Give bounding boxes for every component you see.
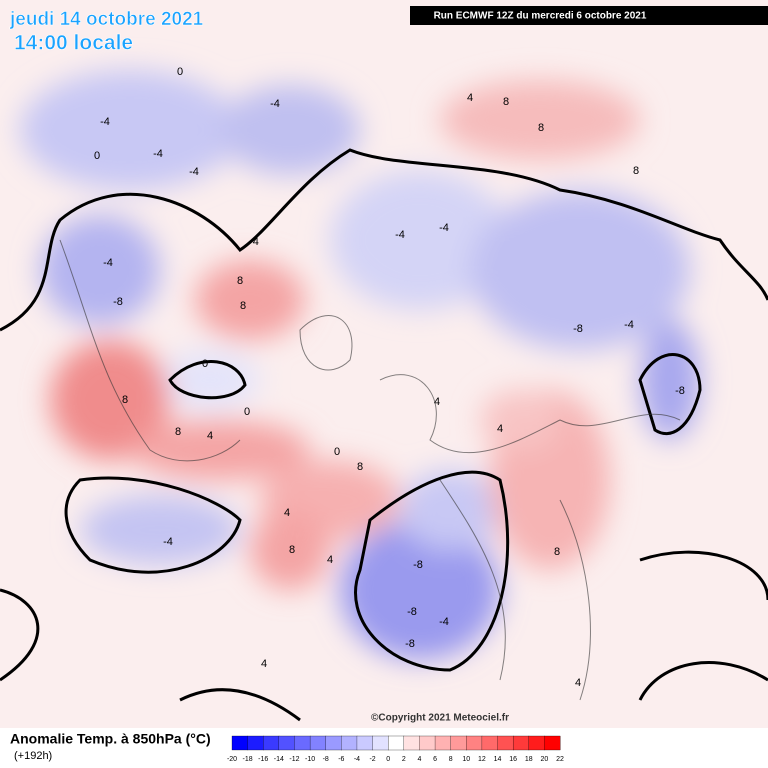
- contour-label: 0: [244, 406, 250, 418]
- colorbar-tick-label: -6: [338, 756, 344, 763]
- contour-label: 4: [434, 396, 440, 408]
- anomaly-field: [20, 70, 700, 660]
- contour-label: -4: [189, 166, 199, 178]
- colorbar-swatch: [388, 735, 405, 751]
- colorbar-swatch: [419, 735, 436, 751]
- colorbar-tick-label: 18: [525, 756, 533, 763]
- zero-contours: [0, 148, 768, 722]
- colorbar-swatch: [481, 735, 498, 751]
- colorbar-swatch: [403, 735, 420, 751]
- colorbar-swatch: [497, 735, 514, 751]
- contour-label: -4: [249, 236, 259, 248]
- colorbar-tick-label: 20: [540, 756, 548, 763]
- contour-label: -4: [270, 98, 280, 110]
- colorbar-tick-label: 4: [417, 756, 421, 763]
- colorbar-tick-label: 14: [494, 756, 502, 763]
- colorbar-swatch: [247, 735, 264, 751]
- contour-label: -8: [407, 606, 417, 618]
- contour-label: -4: [439, 222, 449, 234]
- contour-label: -8: [413, 559, 423, 571]
- contour-label: 4: [497, 423, 503, 435]
- contour-label: 8: [122, 394, 128, 406]
- contour-label: 0: [334, 446, 340, 458]
- colorbar-swatch: [341, 735, 358, 751]
- contour-label: 8: [554, 546, 560, 558]
- colorbar-tick-label: -14: [274, 756, 284, 763]
- colorbar-swatch: [372, 735, 389, 751]
- legend-title: Anomalie Temp. à 850hPa (°C): [10, 731, 211, 747]
- colorbar-swatch: [309, 735, 327, 751]
- colorbar-swatch: [294, 735, 311, 751]
- colorbar-swatch: [528, 735, 545, 751]
- colorbar-swatch: [325, 735, 342, 751]
- contour-label: 8: [357, 461, 363, 473]
- contour-label: 4: [284, 507, 290, 519]
- contour-label: -4: [624, 319, 634, 331]
- contour-label: -4: [100, 116, 110, 128]
- contour-label: 4: [467, 92, 473, 104]
- colorbar-tick-label: -4: [354, 756, 360, 763]
- colorbar-swatch: [544, 735, 561, 751]
- colorbar-tick-label: 12: [478, 756, 486, 763]
- colorbar-tick-label: -2: [369, 756, 375, 763]
- colorbar-tick-label: -8: [323, 756, 329, 763]
- forecast-time: 14:00 locale: [14, 32, 133, 55]
- contour-label: -4: [395, 229, 405, 241]
- colorbar-swatch: [512, 735, 530, 751]
- coastlines: [59, 239, 681, 701]
- contour-label: 8: [633, 165, 639, 177]
- colorbar-tick-label: -20: [227, 756, 237, 763]
- contour-label: 8: [538, 122, 544, 134]
- contour-label: 4: [327, 554, 333, 566]
- colorbar-tick-label: 10: [462, 756, 470, 763]
- colorbar: -20 -18 -16 -14 -12 -10 -8 -6 -4 -2 0 2 4 6 8 10 12 14 16 1…: [227, 735, 564, 763]
- forecast-date: jeudi 14 octobre 2021: [9, 9, 204, 30]
- colorbar-tick-label: -12: [289, 756, 299, 763]
- colorbar-tick-label: -16: [258, 756, 268, 763]
- contour-label: -8: [405, 638, 415, 650]
- contour-label: -8: [113, 296, 123, 308]
- lead-time: (+192h): [14, 750, 52, 762]
- contour-label: 8: [289, 544, 295, 556]
- colorbar-swatch: [450, 735, 467, 751]
- contour-label: 0: [94, 150, 100, 162]
- colorbar-swatch: [356, 735, 374, 751]
- contour-label: 4: [207, 430, 213, 442]
- contour-label: 0: [177, 66, 183, 78]
- contour-label: -4: [103, 257, 113, 269]
- contour-label: -8: [573, 323, 583, 335]
- contour-label: 8: [503, 96, 509, 108]
- contour-label: -8: [675, 385, 685, 397]
- colorbar-tick-label: 2: [402, 756, 406, 763]
- copyright: ©Copyright 2021 Meteociel.fr: [371, 713, 509, 724]
- colorbar-swatch: [466, 735, 483, 751]
- colorbar-swatch: [263, 735, 280, 751]
- colorbar-tick-label: 0: [386, 756, 390, 763]
- contour-label: 8: [175, 426, 181, 438]
- colorbar-tick-label: 6: [433, 756, 437, 763]
- contour-label: 8: [237, 275, 243, 287]
- contour-label: -4: [163, 536, 173, 548]
- run-info: Run ECMWF 12Z du mercredi 6 octobre 2021: [434, 11, 647, 22]
- contour-label: 4: [575, 677, 581, 689]
- contour-labels: 0 -4 -4 0 -4 -4 -8 -4 8 8 8 4 0 0 8 4 8 4 -4 -4 -4 -8 -4 4 8 8 8 8 -…: [94, 66, 685, 689]
- colorbar-tick-label: 16: [509, 756, 517, 763]
- colorbar-tick-label: -10: [305, 756, 315, 763]
- colorbar-swatch: [278, 735, 295, 751]
- contour-label: -4: [153, 148, 163, 160]
- contour-label: 4: [261, 658, 267, 670]
- colorbar-tick-label: -18: [243, 756, 253, 763]
- colorbar-swatch: [434, 735, 452, 751]
- colorbar-tick-label: 22: [556, 756, 564, 763]
- contour-label: 0: [202, 358, 208, 370]
- contour-label: 8: [240, 300, 246, 312]
- colorbar-swatch: [231, 735, 249, 751]
- run-box: [410, 6, 768, 25]
- contour-label: -4: [439, 616, 449, 628]
- colorbar-tick-label: 8: [449, 756, 453, 763]
